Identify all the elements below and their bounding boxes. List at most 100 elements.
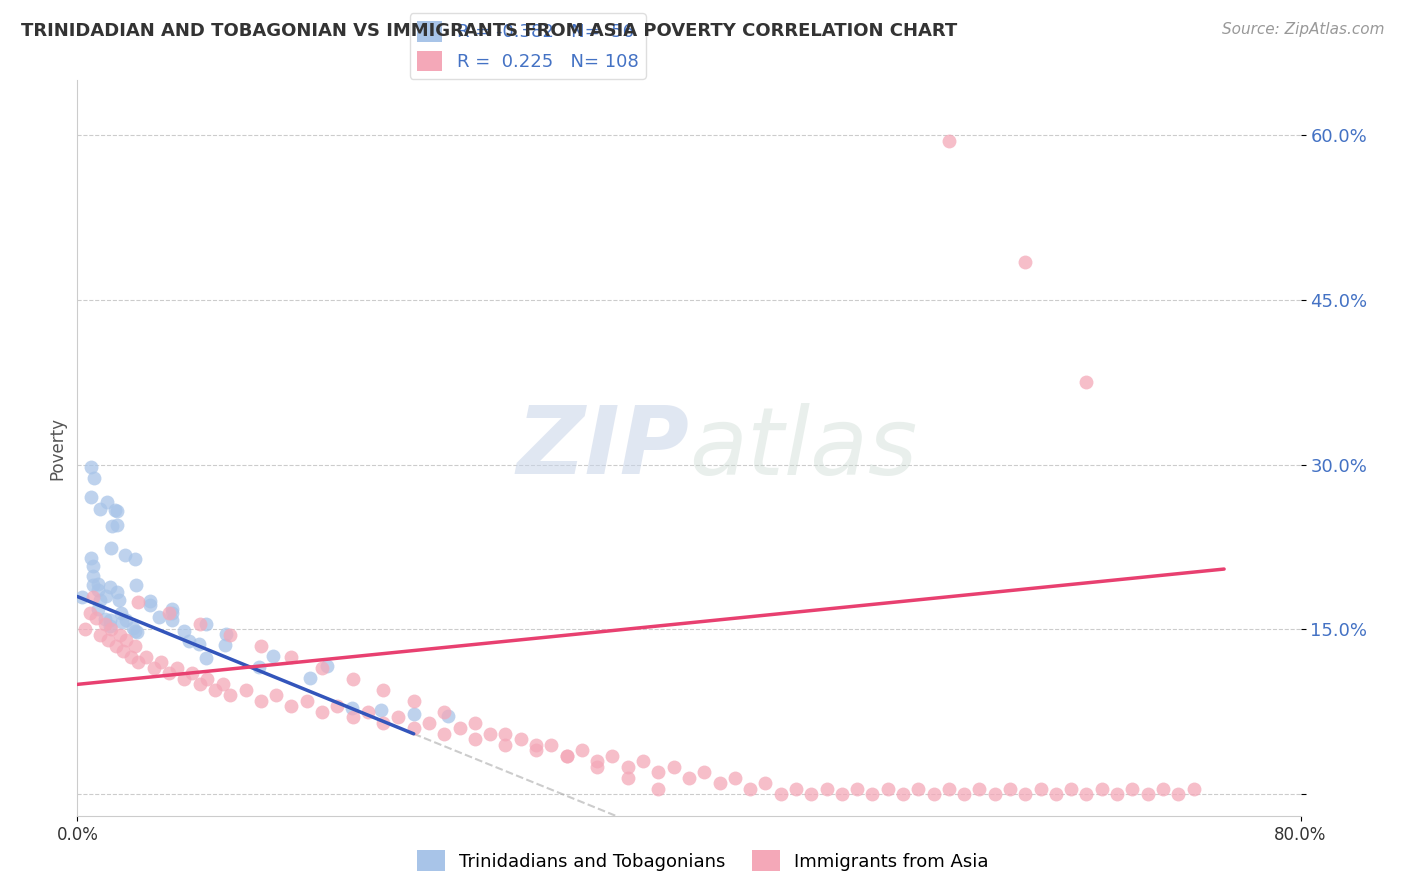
- Point: [433, 705, 456, 719]
- Point: [938, 134, 960, 148]
- Point: [150, 656, 173, 670]
- Point: [89, 501, 111, 516]
- Point: [124, 639, 146, 653]
- Point: [219, 628, 242, 642]
- Point: [295, 694, 318, 708]
- Point: [80, 490, 103, 504]
- Point: [188, 677, 211, 691]
- Point: [83, 470, 105, 484]
- Point: [94, 612, 117, 626]
- Point: [1167, 787, 1189, 801]
- Point: [280, 649, 302, 664]
- Point: [311, 661, 333, 675]
- Point: [173, 672, 195, 686]
- Point: [555, 748, 578, 763]
- Point: [139, 593, 162, 607]
- Point: [340, 701, 363, 715]
- Point: [157, 606, 180, 620]
- Point: [157, 666, 180, 681]
- Point: [769, 787, 792, 801]
- Point: [250, 639, 273, 653]
- Point: [110, 606, 132, 620]
- Point: [831, 787, 853, 801]
- Point: [115, 633, 138, 648]
- Point: [100, 623, 122, 637]
- Point: [219, 689, 242, 703]
- Point: [80, 550, 103, 565]
- Point: [891, 787, 914, 801]
- Point: [98, 613, 121, 627]
- Point: [87, 582, 110, 597]
- Y-axis label: Poverty: Poverty: [48, 417, 66, 480]
- Point: [1076, 376, 1098, 390]
- Point: [122, 621, 145, 635]
- Point: [1014, 787, 1036, 801]
- Point: [215, 627, 238, 641]
- Point: [235, 682, 257, 697]
- Point: [262, 649, 284, 664]
- Point: [280, 699, 302, 714]
- Point: [998, 781, 1021, 796]
- Point: [104, 503, 127, 517]
- Point: [342, 672, 364, 686]
- Point: [1091, 781, 1114, 796]
- Point: [89, 628, 111, 642]
- Point: [740, 781, 762, 796]
- Point: [1182, 781, 1205, 796]
- Point: [678, 771, 700, 785]
- Text: atlas: atlas: [689, 402, 917, 494]
- Point: [120, 649, 142, 664]
- Point: [135, 649, 157, 664]
- Point: [111, 615, 134, 629]
- Point: [80, 459, 103, 474]
- Point: [617, 760, 640, 774]
- Point: [709, 776, 731, 790]
- Point: [214, 639, 236, 653]
- Point: [387, 710, 409, 724]
- Point: [127, 625, 149, 640]
- Point: [179, 634, 201, 648]
- Point: [436, 709, 458, 723]
- Point: [464, 732, 486, 747]
- Point: [124, 551, 146, 566]
- Point: [984, 787, 1007, 801]
- Point: [402, 721, 425, 735]
- Point: [571, 743, 593, 757]
- Point: [104, 639, 127, 653]
- Point: [107, 585, 129, 599]
- Point: [876, 781, 898, 796]
- Point: [114, 548, 136, 562]
- Point: [555, 748, 578, 763]
- Point: [540, 738, 562, 752]
- Point: [105, 504, 128, 518]
- Point: [250, 694, 273, 708]
- Point: [402, 694, 425, 708]
- Point: [162, 613, 184, 627]
- Point: [357, 705, 380, 719]
- Point: [1029, 781, 1052, 796]
- Point: [785, 781, 807, 796]
- Point: [166, 661, 188, 675]
- Point: [247, 660, 270, 674]
- Legend: Trinidadians and Tobagonians, Immigrants from Asia: Trinidadians and Tobagonians, Immigrants…: [411, 843, 995, 879]
- Point: [509, 732, 531, 747]
- Point: [264, 689, 287, 703]
- Point: [82, 559, 104, 574]
- Text: ZIP: ZIP: [516, 402, 689, 494]
- Point: [1121, 781, 1143, 796]
- Point: [195, 616, 218, 631]
- Point: [105, 517, 128, 532]
- Point: [1014, 254, 1036, 268]
- Point: [1107, 787, 1129, 801]
- Point: [82, 590, 104, 604]
- Point: [922, 787, 945, 801]
- Point: [98, 580, 121, 594]
- Point: [100, 541, 122, 555]
- Point: [142, 661, 165, 675]
- Point: [495, 727, 517, 741]
- Point: [187, 637, 209, 651]
- Point: [370, 703, 392, 717]
- Point: [87, 577, 110, 591]
- Point: [112, 644, 135, 658]
- Point: [108, 592, 131, 607]
